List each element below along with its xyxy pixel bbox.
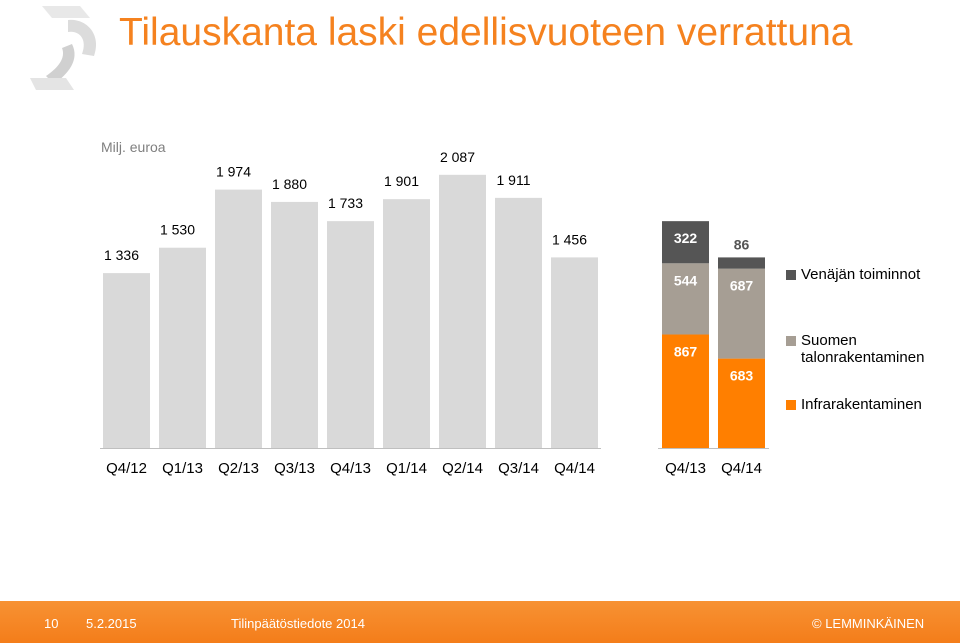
- x-tick-label: Q4/14: [721, 460, 762, 477]
- footer-bar: 10 5.2.2015 Tilinpäätöstiedote 2014 © LE…: [0, 601, 960, 643]
- legend-swatch: [786, 270, 796, 280]
- data-label: 1 456: [552, 231, 587, 247]
- bar-total: [271, 201, 318, 448]
- x-tick-label: Q3/13: [274, 460, 315, 477]
- bar-segment: [718, 257, 765, 269]
- legend-infrarakentaminen: Infrarakentaminen: [786, 396, 941, 413]
- data-label: 1 901: [384, 173, 419, 189]
- company-logo-icon: [30, 6, 97, 90]
- legend-label: Suomen talonrakentaminen: [801, 332, 925, 366]
- legend-label: Infrarakentaminen: [801, 396, 922, 413]
- bar-total: [439, 174, 486, 448]
- data-label: 1 911: [497, 172, 531, 188]
- legend-swatch: [786, 400, 796, 410]
- data-label: 687: [730, 278, 754, 294]
- data-label: 867: [674, 344, 698, 360]
- data-label: 2 087: [440, 149, 475, 165]
- bar-total: [495, 197, 542, 448]
- data-label: 86: [734, 236, 750, 252]
- data-label: 1 530: [160, 222, 195, 238]
- x-tick-label: Q2/13: [218, 460, 259, 477]
- data-label: 1 733: [328, 195, 363, 211]
- x-tick-label: Q1/13: [162, 460, 203, 477]
- x-tick-label: Q2/14: [442, 460, 483, 477]
- bar-total: [383, 199, 430, 448]
- legend-label: Venäjän toiminnot: [801, 266, 921, 283]
- x-tick-label: Q4/14: [554, 460, 595, 477]
- footer-document: Tilinpäätöstiedote 2014: [231, 616, 365, 631]
- bar-segment: [718, 358, 765, 448]
- x-tick-label: Q4/13: [330, 460, 371, 477]
- bar-segment: [662, 334, 709, 448]
- bar-total: [551, 257, 598, 448]
- legend-suomen-talonrakentaminen: Suomen talonrakentaminen: [786, 332, 941, 366]
- footer-brand: © LEMMINKÄINEN: [812, 616, 925, 631]
- x-tick-label: Q1/14: [386, 460, 427, 477]
- data-label: 1 880: [272, 176, 307, 192]
- legend-swatch: [786, 336, 796, 346]
- x-tick-label: Q4/13: [665, 460, 706, 477]
- bar-segment: [662, 263, 709, 335]
- footer-date: 5.2.2015: [86, 616, 137, 631]
- x-tick-label: Q4/12: [106, 460, 147, 477]
- data-label: 322: [674, 230, 698, 246]
- legend-venajan-toiminnot: Venäjän toiminnot: [786, 266, 941, 283]
- order-backlog-chart: 1 336 Q4/12 1 530 Q1/13 1 974 Q2/13 1 880 Q3/13…: [100, 149, 769, 477]
- bar-segment: [662, 221, 709, 264]
- unit-label: Milj. euroa: [101, 139, 166, 155]
- x-tick-label: Q3/14: [498, 460, 539, 477]
- page-number: 10: [44, 616, 59, 631]
- page-title: Tilauskanta laski edellisvuoteen verratt…: [119, 11, 853, 54]
- data-label: 683: [730, 368, 754, 384]
- data-label: 544: [674, 272, 698, 288]
- bar-segment: [718, 268, 765, 359]
- data-label: 1 336: [104, 247, 139, 263]
- bar-total: [103, 273, 150, 448]
- bar-total: [215, 189, 262, 448]
- bar-total: [159, 247, 206, 448]
- data-label: 1 974: [216, 164, 251, 180]
- bar-total: [327, 221, 374, 448]
